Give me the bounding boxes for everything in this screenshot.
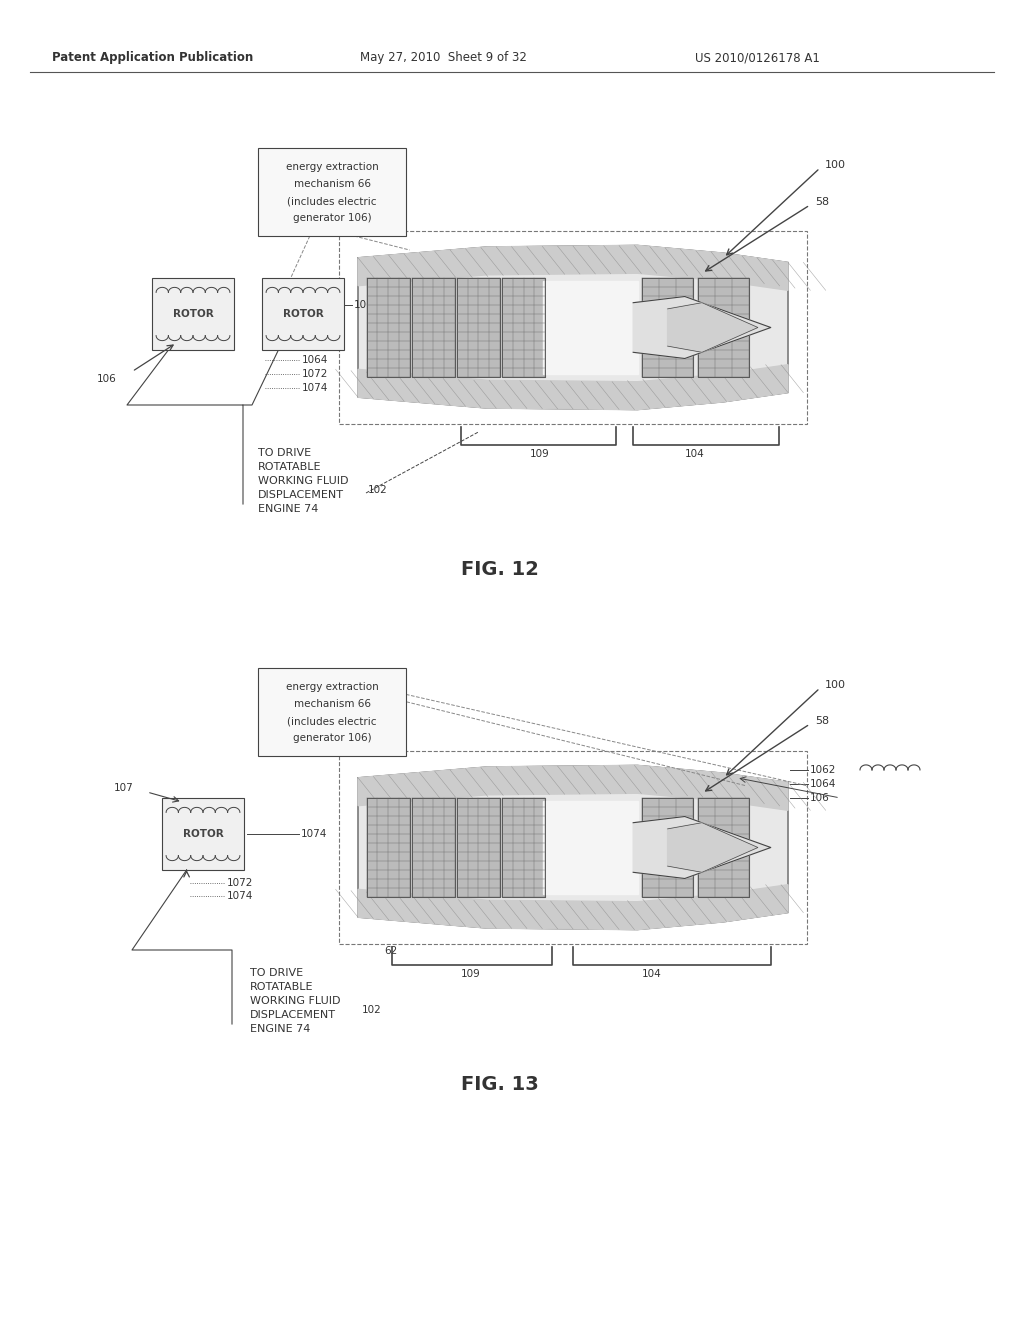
Text: 1072: 1072 [302,370,329,379]
Polygon shape [358,364,788,409]
Bar [339,231,807,424]
Polygon shape [668,302,758,352]
Text: 1064: 1064 [810,779,837,789]
Polygon shape [697,797,750,898]
Polygon shape [412,797,455,898]
Bar [162,799,244,870]
Text: FIG. 13: FIG. 13 [461,1074,539,1094]
Bar [152,279,234,350]
Text: ROTATABLE: ROTATABLE [250,982,313,993]
Text: FIG. 12: FIG. 12 [461,560,539,579]
Text: DISPLACEMENT: DISPLACEMENT [258,490,344,500]
Text: mechanism 66: mechanism 66 [294,180,371,189]
Polygon shape [642,797,693,898]
Text: 102: 102 [362,1005,382,1015]
Text: WORKING FLUID: WORKING FLUID [250,997,341,1006]
Text: 106: 106 [810,793,829,803]
Bar [339,751,807,944]
Text: 104: 104 [684,449,705,459]
Text: (includes electric: (includes electric [288,195,377,206]
Text: DISPLACEMENT: DISPLACEMENT [250,1010,336,1020]
Text: 58: 58 [815,197,829,207]
Text: ROTOR: ROTOR [173,309,213,319]
Polygon shape [457,797,500,898]
Text: 100: 100 [825,160,846,170]
Text: ROTATABLE: ROTATABLE [258,462,322,473]
Polygon shape [367,797,410,898]
Text: US 2010/0126178 A1: US 2010/0126178 A1 [695,51,820,65]
Polygon shape [367,279,410,378]
Bar [258,668,406,756]
Text: 64: 64 [586,834,599,845]
Polygon shape [633,297,771,359]
Polygon shape [412,279,455,378]
Polygon shape [642,279,693,378]
Text: ENGINE 74: ENGINE 74 [258,504,318,513]
Text: 62: 62 [384,946,397,956]
Text: ENGINE 74: ENGINE 74 [250,1024,310,1034]
Text: generator 106): generator 106) [293,733,372,743]
Text: ROTOR: ROTOR [182,829,223,840]
Polygon shape [358,766,788,929]
Text: mechanism 66: mechanism 66 [294,700,371,709]
Polygon shape [457,279,500,378]
Polygon shape [697,279,750,378]
Text: May 27, 2010  Sheet 9 of 32: May 27, 2010 Sheet 9 of 32 [360,51,527,65]
Text: 100: 100 [825,680,846,690]
Text: WORKING FLUID: WORKING FLUID [258,477,348,486]
Polygon shape [502,279,545,378]
Text: 1074: 1074 [301,829,328,840]
Text: 102: 102 [368,484,388,495]
Text: energy extraction: energy extraction [286,682,379,692]
Polygon shape [358,766,788,810]
Text: 1062: 1062 [810,764,837,775]
Text: 105: 105 [586,861,605,871]
Text: (includes electric: (includes electric [288,715,377,726]
Polygon shape [358,246,788,409]
Text: 58: 58 [815,715,829,726]
Text: Patent Application Publication: Patent Application Publication [52,51,253,65]
Text: 109: 109 [461,969,481,979]
Text: 1074: 1074 [226,891,253,902]
Text: 1062: 1062 [354,301,380,310]
Bar [258,148,406,236]
Text: 106: 106 [97,374,117,384]
Text: TO DRIVE: TO DRIVE [250,968,303,978]
Text: 104: 104 [642,969,662,979]
Polygon shape [358,884,788,929]
Polygon shape [502,797,545,898]
Text: energy extraction: energy extraction [286,162,379,172]
Text: 109: 109 [530,449,550,459]
Polygon shape [543,281,638,374]
Polygon shape [543,801,638,894]
Text: generator 106): generator 106) [293,213,372,223]
Text: ROTOR: ROTOR [283,309,324,319]
Text: 1072: 1072 [226,878,253,888]
Polygon shape [668,822,758,873]
Text: 1064: 1064 [302,355,329,366]
Bar [262,279,344,350]
Text: 64: 64 [586,322,599,333]
Text: 1074: 1074 [302,383,329,393]
Text: 107: 107 [115,783,134,793]
Polygon shape [633,817,771,879]
Polygon shape [358,246,788,290]
Text: TO DRIVE: TO DRIVE [258,447,311,458]
